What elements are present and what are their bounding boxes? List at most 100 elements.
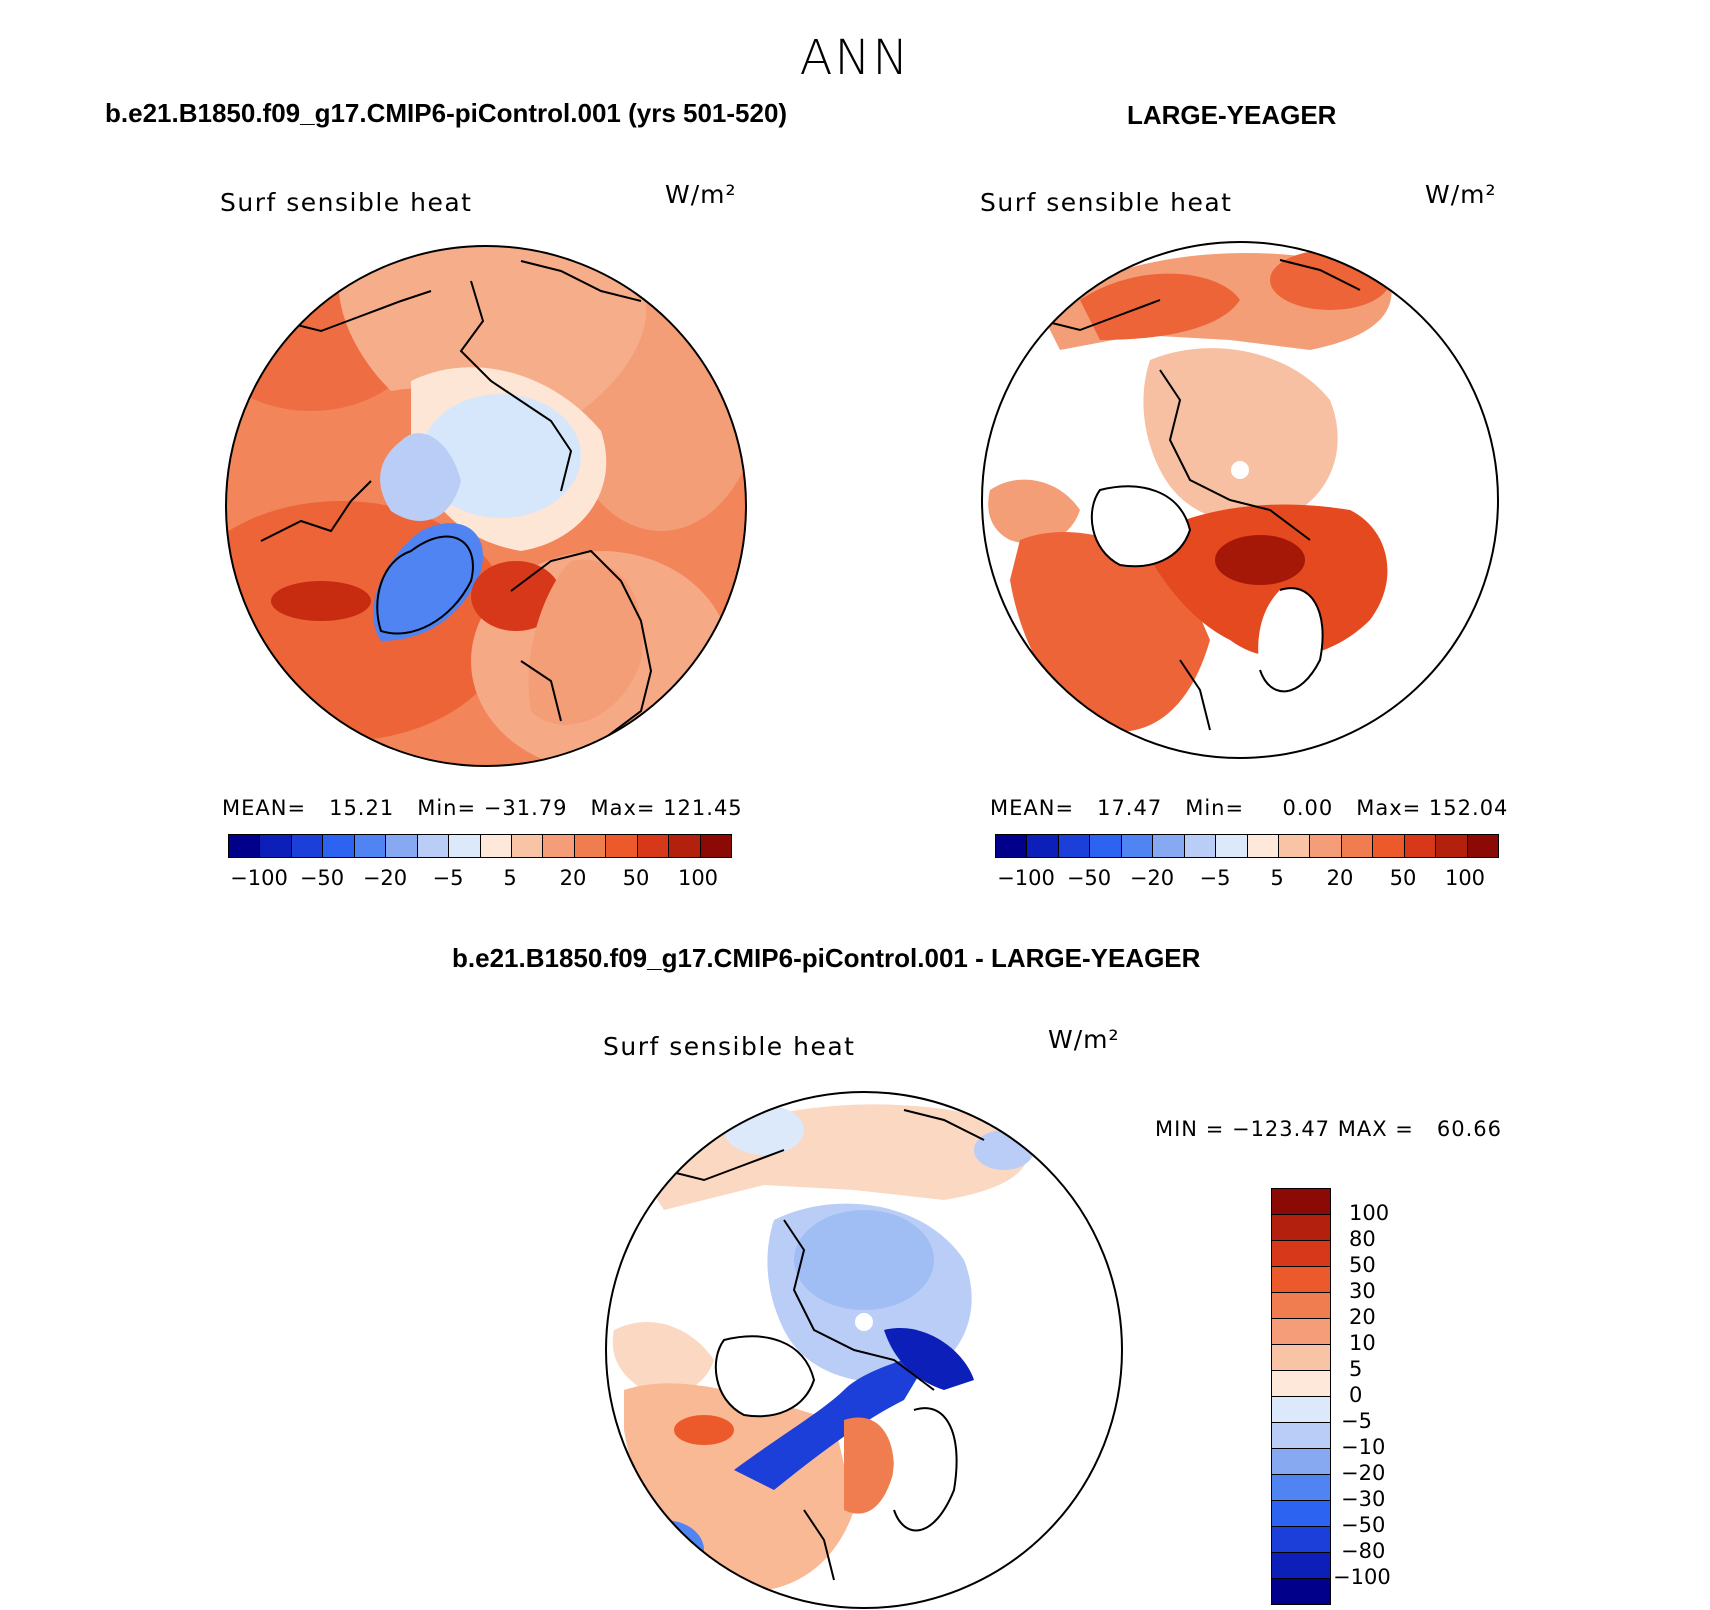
tick-label: −10 bbox=[1341, 1435, 1386, 1459]
panel3-colorbar bbox=[1271, 1188, 1331, 1605]
panel3-colorbar-ticks: 100 80 50 30 20 10 5 0 −5 −10 −20 −30 −5… bbox=[1333, 1188, 1421, 1589]
colorbar-swatch bbox=[1121, 835, 1154, 857]
tick-label: 5 bbox=[1270, 866, 1284, 890]
panel3-stats: MIN = −123.47 MAX = 60.66 bbox=[1155, 1117, 1503, 1141]
tick-label: 80 bbox=[1349, 1227, 1376, 1251]
colorbar-swatch bbox=[700, 835, 731, 857]
colorbar-swatch bbox=[449, 835, 481, 857]
colorbar-swatch bbox=[1373, 835, 1405, 857]
tick-label: −30 bbox=[1341, 1487, 1386, 1511]
colorbar-swatch bbox=[574, 835, 607, 857]
tick-label: −100 bbox=[1333, 1565, 1391, 1589]
colorbar-swatch bbox=[1272, 1371, 1330, 1397]
tick-label: −5 bbox=[432, 866, 464, 890]
colorbar-swatch bbox=[291, 835, 324, 857]
panel1-header: b.e21.B1850.f09_g17.CMIP6-piControl.001 … bbox=[105, 98, 788, 128]
colorbar-swatch bbox=[1272, 1579, 1330, 1604]
tick-label: 50 bbox=[1349, 1253, 1376, 1277]
colorbar-swatch bbox=[1272, 1319, 1330, 1345]
colorbar-swatch bbox=[1272, 1267, 1330, 1293]
tick-label: −50 bbox=[1066, 866, 1112, 890]
tick-label: 20 bbox=[1326, 866, 1354, 890]
panel3-polar-map bbox=[605, 1091, 1123, 1609]
panel2-colorbar-ticks: −100 −50 −20 −5 5 20 50 100 bbox=[995, 866, 1497, 896]
panel1-units-label: W/m² bbox=[665, 180, 737, 209]
colorbar-swatch bbox=[1027, 835, 1059, 857]
panel1-polar-map bbox=[225, 245, 747, 767]
colorbar-swatch bbox=[1272, 1397, 1330, 1423]
tick-label: 100 bbox=[1349, 1201, 1390, 1225]
tick-label: −20 bbox=[362, 866, 408, 890]
colorbar-swatch bbox=[260, 835, 292, 857]
tick-label: 5 bbox=[503, 866, 517, 890]
colorbar-swatch bbox=[1272, 1189, 1330, 1215]
colorbar-swatch bbox=[996, 835, 1028, 857]
tick-label: 10 bbox=[1349, 1331, 1376, 1355]
colorbar-swatch bbox=[1436, 835, 1468, 857]
colorbar-swatch bbox=[669, 835, 701, 857]
panel1-colorbar-ticks: −100 −50 −20 −5 5 20 50 100 bbox=[228, 866, 730, 896]
tick-label: −20 bbox=[1341, 1461, 1386, 1485]
tick-label: 20 bbox=[559, 866, 587, 890]
colorbar-swatch bbox=[229, 835, 261, 857]
colorbar-swatch bbox=[1278, 835, 1311, 857]
colorbar-swatch bbox=[1272, 1215, 1330, 1241]
panel2-polar-map bbox=[981, 241, 1499, 759]
panel2-header: LARGE-YEAGER bbox=[1127, 100, 1337, 130]
panel3-variable-label: Surf sensible heat bbox=[603, 1032, 856, 1061]
panel1-stats: MEAN= 15.21 Min= −31.79 Max= 121.45 bbox=[222, 796, 743, 820]
colorbar-swatch bbox=[1272, 1553, 1330, 1579]
panel1-colorbar bbox=[228, 834, 732, 858]
tick-label: −20 bbox=[1129, 866, 1175, 890]
colorbar-swatch bbox=[1272, 1449, 1330, 1475]
tick-label: 5 bbox=[1349, 1357, 1363, 1381]
tick-label: 30 bbox=[1349, 1279, 1376, 1303]
colorbar-swatch bbox=[606, 835, 638, 857]
tick-label: 100 bbox=[677, 866, 719, 890]
colorbar-swatch bbox=[1058, 835, 1091, 857]
colorbar-swatch bbox=[480, 835, 512, 857]
panel2-units-label: W/m² bbox=[1425, 180, 1497, 209]
colorbar-swatch bbox=[1272, 1423, 1330, 1449]
tick-label: −100 bbox=[997, 866, 1055, 890]
colorbar-swatch bbox=[1310, 835, 1342, 857]
colorbar-swatch bbox=[1272, 1293, 1330, 1319]
colorbar-swatch bbox=[354, 835, 387, 857]
colorbar-swatch bbox=[1404, 835, 1437, 857]
colorbar-swatch bbox=[1153, 835, 1185, 857]
colorbar-swatch bbox=[323, 835, 355, 857]
tick-label: 50 bbox=[622, 866, 650, 890]
colorbar-swatch bbox=[1216, 835, 1248, 857]
panel2-variable-label: Surf sensible heat bbox=[980, 188, 1233, 217]
tick-label: −5 bbox=[1341, 1409, 1372, 1433]
colorbar-swatch bbox=[1467, 835, 1498, 857]
panel3-units-label: W/m² bbox=[1048, 1025, 1120, 1054]
colorbar-swatch bbox=[1272, 1501, 1330, 1527]
tick-label: 20 bbox=[1349, 1305, 1376, 1329]
colorbar-swatch bbox=[1272, 1345, 1330, 1371]
colorbar-swatch bbox=[511, 835, 544, 857]
tick-label: −50 bbox=[1341, 1513, 1386, 1537]
colorbar-swatch bbox=[1341, 835, 1374, 857]
colorbar-swatch bbox=[417, 835, 450, 857]
panel3-header: b.e21.B1850.f09_g17.CMIP6-piControl.001 … bbox=[452, 943, 1201, 973]
colorbar-swatch bbox=[1090, 835, 1122, 857]
colorbar-swatch bbox=[543, 835, 575, 857]
panel1-variable-label: Surf sensible heat bbox=[220, 188, 473, 217]
tick-label: 100 bbox=[1444, 866, 1486, 890]
panel2-colorbar bbox=[995, 834, 1499, 858]
colorbar-swatch bbox=[386, 835, 418, 857]
tick-label: −80 bbox=[1341, 1539, 1386, 1563]
tick-label: 50 bbox=[1389, 866, 1417, 890]
colorbar-swatch bbox=[1184, 835, 1217, 857]
tick-label: −50 bbox=[299, 866, 345, 890]
colorbar-swatch bbox=[637, 835, 670, 857]
colorbar-swatch bbox=[1272, 1475, 1330, 1501]
colorbar-swatch bbox=[1272, 1241, 1330, 1267]
figure-title: ANN bbox=[799, 30, 911, 86]
panel2-stats: MEAN= 17.47 Min= 0.00 Max= 152.04 bbox=[990, 796, 1509, 820]
colorbar-swatch bbox=[1247, 835, 1279, 857]
colorbar-swatch bbox=[1272, 1527, 1330, 1553]
tick-label: −100 bbox=[230, 866, 288, 890]
tick-label: −5 bbox=[1199, 866, 1231, 890]
